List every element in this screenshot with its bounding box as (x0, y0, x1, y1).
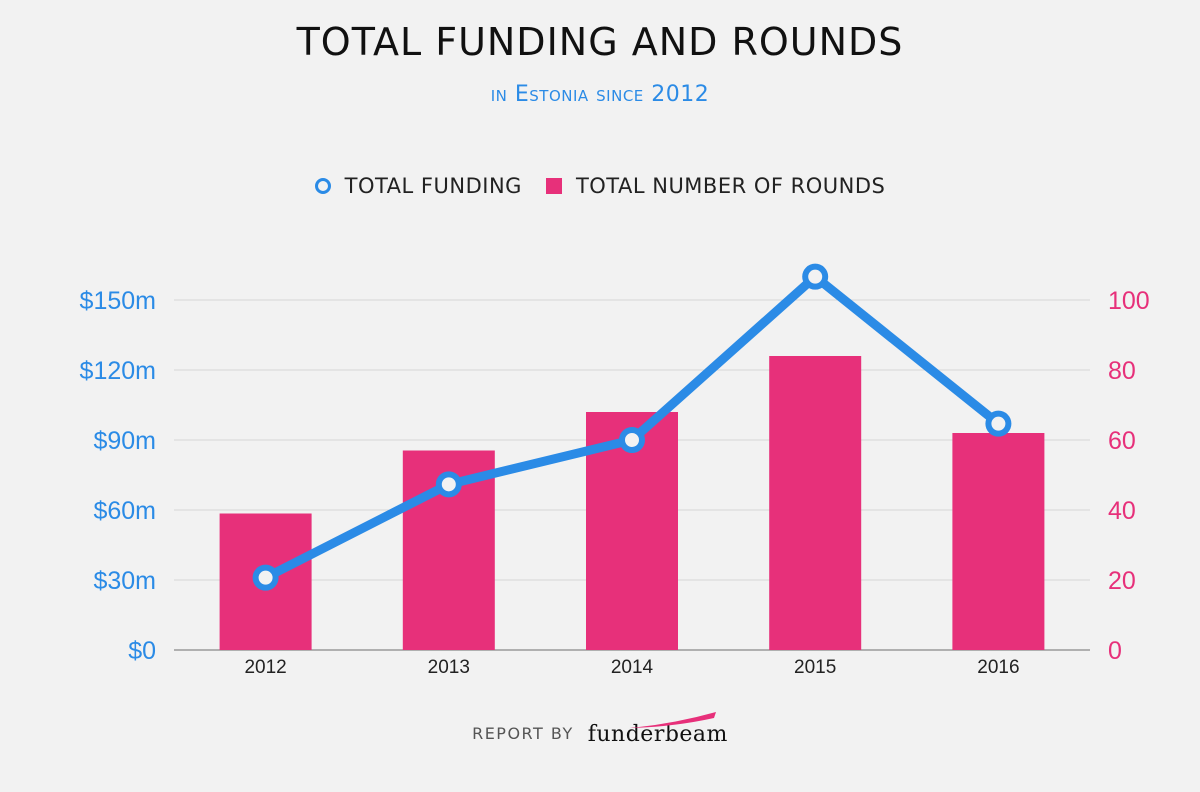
swoosh-icon (629, 712, 716, 728)
chart-subtitle: in Estonia since 2012 (490, 82, 710, 107)
funding-point (252, 564, 279, 591)
bar (952, 433, 1045, 650)
x-axis-tick-label: 2016 (977, 657, 1019, 678)
funding-point (435, 471, 462, 498)
right-axis-tick-label: 60 (1108, 427, 1136, 455)
x-axis-tick-label: 2012 (244, 657, 286, 678)
left-axis-tick-label: $150m (80, 287, 156, 315)
line-marker-icon (314, 178, 331, 194)
left-axis-tick-label: $60m (93, 497, 156, 525)
x-axis-tick-label: 2014 (611, 657, 654, 678)
x-axis-tick-label: 2013 (428, 657, 470, 678)
legend-label-total-funding: TOTAL FUNDING (344, 174, 522, 198)
funding-point (985, 410, 1012, 437)
x-axis-tick-label: 2015 (794, 657, 836, 678)
right-axis-tick-label: 80 (1108, 357, 1136, 385)
right-axis-tick-label: 20 (1108, 567, 1136, 595)
legend-item-total-rounds: TOTAL NUMBER OF ROUNDS (545, 174, 886, 198)
left-axis-tick-label: $120m (80, 357, 156, 385)
right-axis-tick-label: 0 (1108, 637, 1122, 665)
brand-logo: funderbeam (588, 712, 728, 747)
legend-label-total-rounds: TOTAL NUMBER OF ROUNDS (575, 174, 886, 198)
funding-point (802, 263, 829, 290)
right-axis-tick-label: 100 (1108, 287, 1150, 315)
footer-report-by: REPORT BY (472, 724, 574, 743)
legend: TOTAL FUNDING TOTAL NUMBER OF ROUNDS (0, 174, 1200, 198)
right-axis-tick-label: 40 (1108, 497, 1136, 525)
chart-title: TOTAL FUNDING AND ROUNDS (296, 20, 904, 64)
legend-item-total-funding: TOTAL FUNDING (314, 174, 522, 198)
left-axis-tick-label: $30m (93, 567, 156, 595)
bar (769, 356, 862, 650)
left-axis-tick-label: $90m (93, 427, 156, 455)
bar-marker-icon (545, 178, 562, 194)
footer: REPORT BY funderbeam (0, 712, 1200, 747)
funding-point (619, 427, 645, 453)
left-axis-tick-label: $0 (128, 637, 156, 665)
